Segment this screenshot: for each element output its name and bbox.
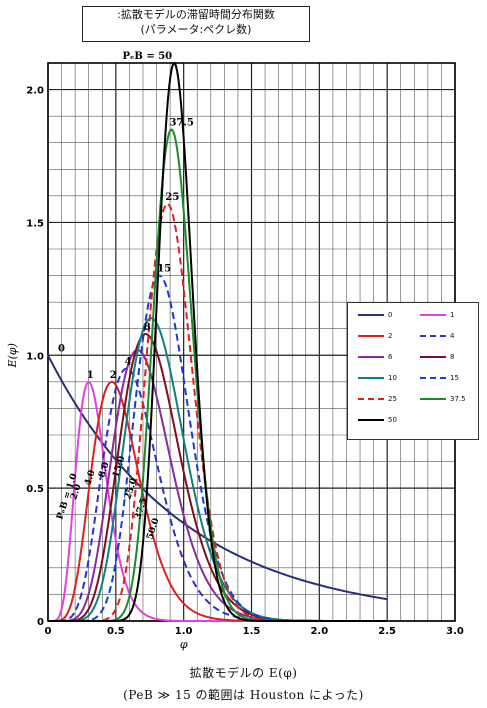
legend-item: 15 — [420, 372, 459, 384]
rotated-curve-label: 4.0 — [83, 469, 97, 487]
x-tick-label: 2.5 — [378, 626, 396, 637]
x-tick-label: 1.0 — [175, 626, 193, 637]
legend-label: 1 — [450, 311, 455, 319]
y-axis-label: E(φ) — [6, 343, 19, 368]
legend-label: 10 — [388, 374, 397, 382]
title-line-2: (パラメータ:ペクレ数) — [140, 23, 252, 36]
legend-item: 1 — [420, 309, 454, 321]
legend-item: 4 — [420, 330, 454, 342]
curve-peak-label: 8 — [144, 322, 151, 333]
x-tick-label: 0 — [45, 626, 52, 637]
legend-item: 8 — [420, 351, 454, 363]
x-tick-label: 0.5 — [107, 626, 125, 637]
legend-item: 6 — [358, 351, 392, 363]
legend-swatch — [420, 335, 446, 337]
caption-line-2: (PeB ≫ 15 の範囲は Houston によった) — [123, 688, 364, 702]
y-tick-label: 0.5 — [26, 484, 44, 495]
x-axis-label: φ — [180, 638, 188, 651]
legend-item: 0 — [358, 309, 392, 321]
series-line — [48, 380, 388, 622]
legend-label: 8 — [450, 353, 455, 361]
axis-ticks: 0 0.5 1.0 1.5 2.0 2.5 3.0 0 0.5 1.0 1.5 2.0 φ E(φ) — [6, 86, 464, 651]
y-tick-label: 0 — [37, 617, 44, 628]
legend-label: 25 — [388, 395, 397, 403]
rotated-curve-label: 25.0 — [123, 477, 139, 501]
chart-legend: 0 1 2 4 6 8 10 15 25 37.5 50 — [347, 302, 479, 440]
curve-peak-label: 37.5 — [169, 117, 193, 128]
legend-label: 15 — [450, 374, 459, 382]
curve-peak-label: 25 — [165, 192, 179, 203]
title-line-1: :拡散モデルの滞留時間分布関数 — [117, 8, 275, 21]
legend-label: 0 — [388, 311, 393, 319]
chart-series — [47, 61, 388, 622]
legend-swatch — [358, 419, 384, 421]
curve-peak-label: 1 — [87, 370, 94, 381]
y-tick-label: 2.0 — [26, 86, 44, 97]
y-tick-label: 1.5 — [26, 218, 44, 229]
series-line — [48, 202, 388, 622]
series-line — [48, 367, 388, 622]
curve-peak-label: 2 — [110, 370, 117, 381]
legend-item: 10 — [358, 372, 397, 384]
curve-peak-label: 4 — [125, 357, 132, 368]
legend-swatch — [358, 356, 384, 358]
legend-swatch — [358, 335, 384, 337]
legend-item: 2 — [358, 330, 392, 342]
title-box: :拡散モデルの滞留時間分布関数 (パラメータ:ペクレ数) — [82, 6, 310, 42]
legend-item: 25 — [358, 393, 397, 405]
curve-peak-label: PₑB = 50 — [122, 51, 172, 62]
legend-label: 6 — [388, 353, 393, 361]
legend-item: 50 — [358, 414, 397, 426]
x-tick-label: 1.5 — [243, 626, 261, 637]
legend-swatch — [420, 356, 446, 358]
caption-line-1: 拡散モデルの E(φ) — [189, 666, 298, 680]
legend-label: 2 — [388, 332, 393, 340]
rotated-curve-label: 2.0 — [69, 483, 83, 501]
legend-label: 37.5 — [450, 395, 466, 403]
legend-swatch — [358, 398, 384, 400]
legend-item: 37.5 — [420, 393, 466, 405]
series-line — [48, 61, 388, 622]
legend-swatch — [420, 314, 446, 316]
legend-swatch — [420, 377, 446, 379]
legend-swatch — [358, 314, 384, 316]
y-tick-label: 1.0 — [26, 351, 44, 362]
legend-label: 4 — [450, 332, 455, 340]
legend-swatch — [420, 398, 446, 400]
rotated-curve-label: 50.0 — [145, 517, 161, 541]
x-tick-label: 2.0 — [310, 626, 328, 637]
rotated-curve-label: 8.0 — [97, 461, 111, 479]
x-tick-label: 3.0 — [446, 626, 464, 637]
curve-peak-label: 15 — [157, 264, 171, 275]
legend-label: 50 — [388, 416, 397, 424]
curve-peak-label: 0 — [58, 343, 65, 354]
legend-swatch — [358, 377, 384, 379]
